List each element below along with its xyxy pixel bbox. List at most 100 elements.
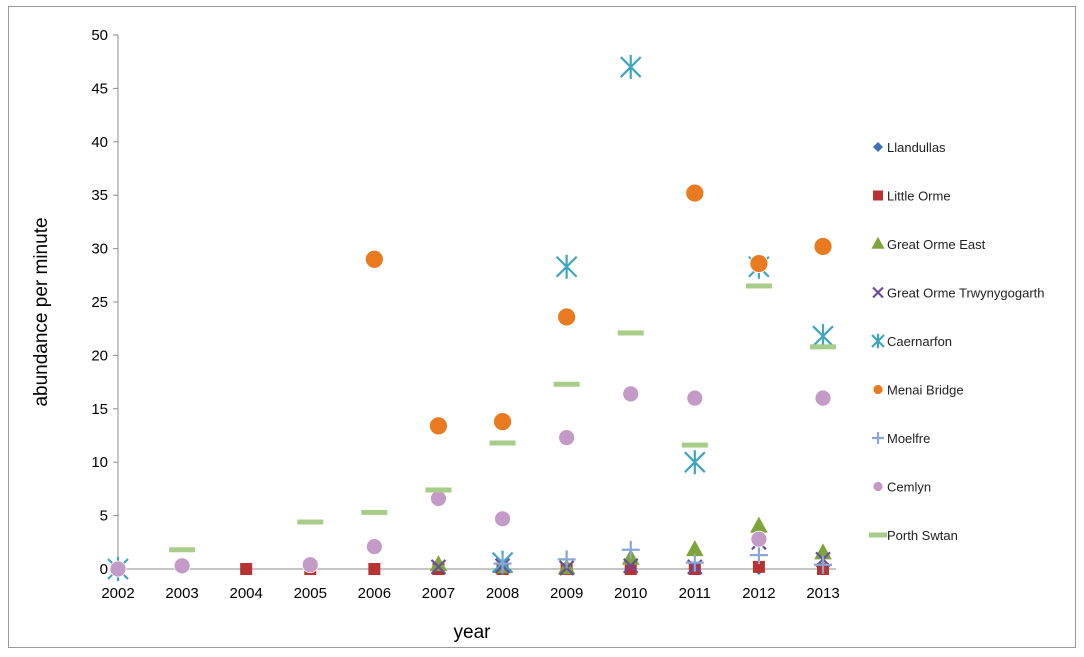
legend-swatch	[872, 432, 884, 444]
legend-swatch	[868, 532, 888, 538]
data-point	[364, 249, 384, 269]
data-point	[173, 557, 191, 575]
chart-legend: Llandullas Little Orme Great Orme East Grea…	[868, 140, 1045, 543]
data-point	[624, 563, 637, 575]
legend-item: Llandullas	[873, 140, 946, 155]
legend-swatch	[871, 333, 885, 349]
legend-label: Great Orme East	[887, 237, 986, 252]
data-point	[557, 307, 577, 327]
data-point	[425, 487, 452, 493]
chart-axes: 0 5 10 15 20 25 30 35 40 45 50 2002 2003 2004 2005 2006…	[91, 27, 839, 602]
data-point	[814, 389, 832, 407]
chart-frame	[8, 6, 1076, 648]
series-moelfre	[493, 540, 832, 574]
series-caernarfon	[107, 55, 834, 581]
data-point	[109, 560, 127, 578]
data-point	[558, 429, 576, 447]
legend-swatch	[873, 190, 883, 201]
legend-label: Caernarfon	[887, 334, 952, 349]
legend-item: Porth Swtan	[868, 528, 958, 543]
data-point	[681, 442, 708, 448]
y-tick-label: 20	[91, 347, 108, 364]
legend-swatch	[872, 286, 884, 299]
x-tick-label: 2011	[679, 585, 711, 602]
data-point	[368, 563, 381, 575]
x-tick-label: 2013	[806, 585, 839, 602]
legend-swatch	[872, 384, 884, 395]
data-point	[493, 412, 512, 432]
x-tick-label: 2007	[422, 585, 455, 602]
data-point	[622, 558, 639, 574]
y-axis-title: abundance per minute	[31, 217, 52, 406]
data-point	[814, 555, 832, 574]
x-tick-label: 2004	[229, 585, 262, 602]
legend-swatch	[873, 142, 883, 152]
legend-item: Great Orme East	[871, 236, 986, 252]
x-tick-label: 2003	[165, 585, 198, 602]
legend-label: Little Orme	[887, 189, 951, 204]
data-point	[752, 560, 765, 573]
data-point	[553, 381, 580, 387]
legend-label: Porth Swtan	[887, 528, 958, 543]
data-point	[430, 490, 447, 507]
series-porth-swtan	[169, 283, 836, 553]
data-point	[685, 553, 704, 572]
legend-label: Llandullas	[887, 140, 946, 155]
data-point	[240, 563, 253, 575]
legend-item: Great Orme Trwynygogarth	[872, 286, 1045, 301]
x-tick-label: 2008	[486, 585, 519, 602]
legend-label: Great Orme Trwynygogarth	[887, 286, 1045, 301]
x-tick-label: 2012	[742, 585, 775, 602]
data-point	[619, 55, 642, 80]
data-point	[810, 344, 836, 350]
data-point	[686, 389, 704, 407]
legend-item: Caernarfon	[871, 333, 952, 349]
data-point	[621, 540, 640, 559]
y-tick-label: 0	[100, 561, 108, 578]
legend-label: Moelfre	[887, 431, 930, 446]
data-point	[297, 519, 324, 525]
data-point	[489, 440, 516, 446]
data-point	[617, 330, 644, 336]
legend-item: Moelfre	[872, 431, 930, 446]
x-tick-label: 2010	[614, 585, 647, 602]
data-point	[494, 510, 511, 528]
data-point	[685, 183, 705, 203]
data-point	[813, 237, 833, 256]
data-point	[812, 324, 834, 349]
series-cemlyn	[109, 385, 832, 578]
chart-marks	[107, 55, 836, 581]
data-point	[493, 554, 512, 573]
data-point	[750, 516, 768, 533]
y-tick-label: 45	[91, 80, 108, 97]
y-tick-label: 30	[91, 241, 108, 258]
data-point	[429, 555, 448, 572]
data-point	[684, 450, 706, 475]
data-point	[169, 547, 196, 553]
legend-label: Cemlyn	[887, 480, 931, 495]
data-point	[361, 509, 388, 515]
y-tick-label: 50	[91, 27, 108, 44]
data-point	[622, 385, 640, 403]
legend-swatch	[871, 236, 885, 249]
data-point	[301, 556, 319, 574]
x-tick-label: 2009	[550, 585, 583, 602]
y-tick-label: 25	[91, 294, 108, 311]
data-point	[749, 546, 768, 565]
y-tick-label: 15	[91, 401, 108, 418]
data-point	[745, 283, 772, 289]
x-tick-label: 2005	[294, 585, 327, 602]
data-point	[749, 254, 769, 273]
x-axis-title: year	[454, 622, 492, 643]
y-tick-label: 35	[91, 187, 108, 204]
legend-label: Menai Bridge	[887, 383, 964, 398]
data-point	[430, 559, 447, 575]
x-tick-label: 2002	[101, 585, 134, 602]
data-point	[429, 416, 448, 436]
legend-item: Menai Bridge	[872, 383, 964, 398]
data-point	[750, 530, 768, 548]
y-tick-label: 5	[100, 508, 108, 525]
data-point	[686, 540, 704, 557]
series-menai-bridge	[364, 183, 833, 436]
